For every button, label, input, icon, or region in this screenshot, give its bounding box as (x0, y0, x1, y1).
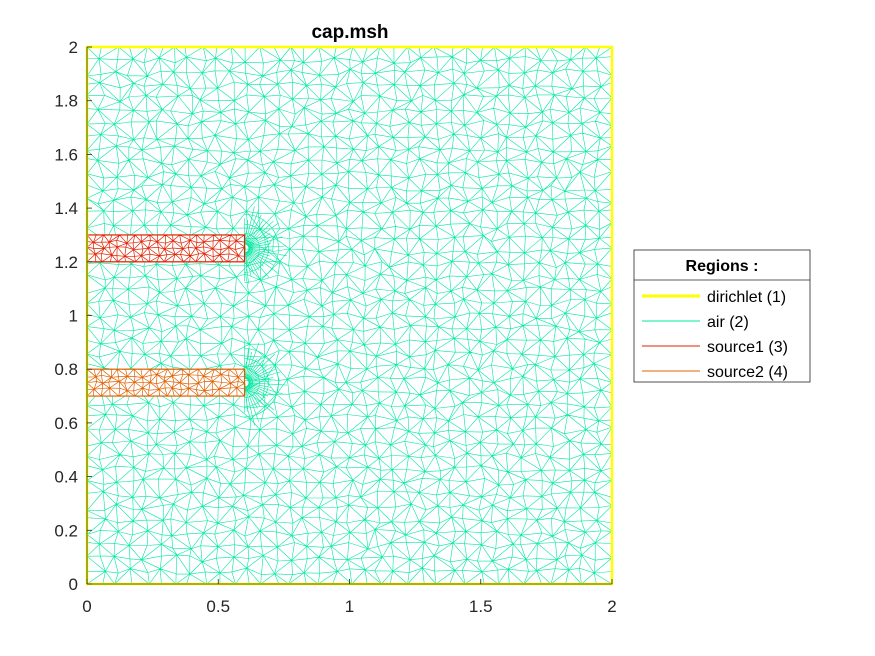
y-tick-label: 0.4 (54, 468, 78, 487)
y-tick-label: 1 (69, 307, 78, 326)
air-mesh-refinement-lower (244, 340, 287, 426)
air-mesh-refinement-upper (244, 206, 287, 286)
legend: Regions : dirichlet (1) air (2) source1 (3)… (633, 249, 811, 383)
legend-title: Regions : (686, 258, 759, 275)
legend-box (633, 249, 811, 383)
y-tick-label: 1.4 (54, 199, 78, 218)
x-tick-label: 1.5 (469, 597, 493, 616)
mesh-layer (85, 45, 614, 586)
chart-title: cap.msh (311, 22, 388, 43)
x-tick-label: 2 (607, 597, 616, 616)
legend-entry-label: source1 (3) (707, 339, 788, 356)
y-tick-label: 1.8 (54, 92, 78, 111)
x-tick-label: 0 (82, 597, 91, 616)
x-tick-label: 0.5 (206, 597, 230, 616)
x-tick-label: 1 (345, 597, 354, 616)
legend-entry-label: source2 (4) (707, 364, 788, 381)
y-tick-label: 0.2 (54, 521, 78, 540)
legend-entry-label: air (2) (707, 314, 749, 331)
air-mesh (86, 46, 613, 585)
y-tick-label: 0 (69, 575, 78, 594)
y-tick-label: 1.2 (54, 253, 78, 272)
legend-entry-label: dirichlet (1) (707, 289, 786, 306)
axes: 0 0.5 1 1.5 2 0 0.2 0.4 0.6 0.8 1 1.2 1.4 1.6 1.8 2 (54, 38, 616, 616)
y-tick-label: 1.6 (54, 145, 78, 164)
y-tick-label: 2 (69, 38, 78, 57)
y-tick-label: 0.8 (54, 360, 78, 379)
y-tick-label: 0.6 (54, 414, 78, 433)
